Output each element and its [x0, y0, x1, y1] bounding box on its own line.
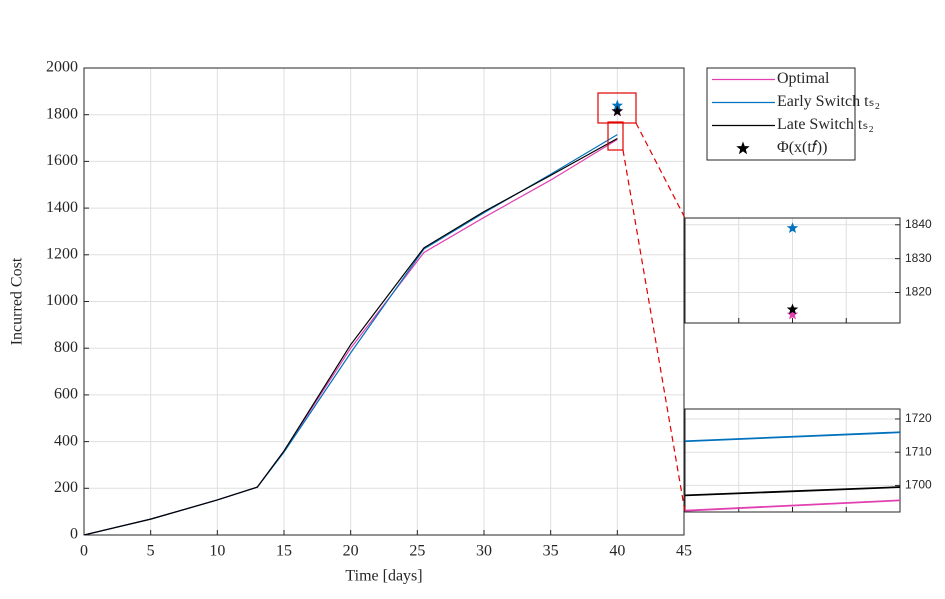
plot: 1820 1830 1840	[684, 217, 932, 324]
series-line	[685, 499, 900, 512]
data-layer	[84, 99, 623, 535]
series-line	[84, 137, 618, 535]
series-line	[685, 431, 900, 443]
x-tick-label: 25	[409, 543, 425, 560]
star-marker	[611, 99, 623, 111]
y-tick-label: 1400	[46, 199, 78, 216]
x-tick-label: 45	[676, 543, 692, 560]
x-tick-label: 30	[476, 543, 492, 560]
y-tick-label: 1720	[905, 411, 932, 425]
x-tick-label: 0	[80, 543, 88, 560]
y-tick-label: 1700	[905, 478, 932, 492]
star-marker	[786, 303, 799, 315]
zoom-indicators	[597, 92, 686, 513]
data-layer	[786, 222, 799, 320]
star-marker	[786, 308, 799, 320]
y-tick-label: 1200	[46, 245, 78, 262]
y-axis-label: Incurred Cost	[9, 257, 26, 345]
legend: Optimal Early Switch tₛ₂ Late Switch tₛ₂ Φ(…	[706, 67, 880, 161]
x-tick-label: 40	[609, 543, 625, 560]
legend-swatch	[736, 141, 750, 155]
x-tick-label: 35	[543, 543, 559, 560]
y-tick-label: 200	[54, 479, 78, 496]
y-tick-label: 400	[54, 432, 78, 449]
y-tick-label: 1600	[46, 152, 78, 169]
x-tick-label: 20	[343, 543, 359, 560]
y-tick-label: 0	[70, 526, 78, 543]
y-tick-label: 800	[54, 339, 78, 356]
axes-box	[684, 408, 901, 513]
y-tick-label: 2000	[46, 59, 78, 76]
legend-label: Optimal	[777, 70, 830, 87]
y-tick-label: 1800	[46, 105, 78, 122]
legend-label: Early Switch tₛ₂	[777, 93, 880, 110]
legend-label: Φ(x(t𝑓))	[777, 139, 827, 156]
zoom-box	[607, 121, 624, 151]
y-tick-label: 1710	[905, 444, 932, 458]
y-tick-label: 1000	[46, 292, 78, 309]
x-axis-label: Time [days]	[345, 568, 422, 585]
plot: 1700 1710 1720	[684, 408, 932, 513]
axes-box	[684, 217, 901, 324]
zoom-line	[635, 122, 686, 219]
x-tick-label: 5	[147, 543, 155, 560]
plot: 0 5 10 15 20 25 30 35 40 45 0 200 400 600 800 1000 1200 1…	[9, 59, 880, 585]
x-tick-label: 10	[209, 543, 225, 560]
y-tick-label: 1840	[905, 217, 932, 231]
x-tick-label: 15	[276, 543, 292, 560]
star-marker	[611, 105, 623, 117]
legend-label: Late Switch tₛ₂	[777, 116, 874, 133]
zoom-line	[622, 149, 686, 513]
y-tick-label: 1830	[905, 251, 932, 265]
series-line	[685, 486, 900, 497]
star-marker	[786, 222, 799, 233]
zoom-box	[597, 92, 637, 124]
y-tick-label: 600	[54, 386, 78, 403]
axes-box	[83, 67, 685, 536]
y-tick-label: 1820	[905, 285, 932, 299]
legend-box	[706, 67, 856, 161]
data-layer	[685, 431, 900, 512]
